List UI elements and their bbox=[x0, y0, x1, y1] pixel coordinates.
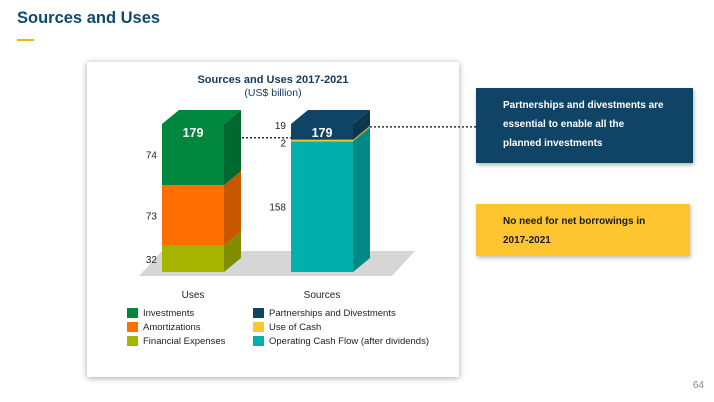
partnerships-callout: Partnerships and divestments are essenti… bbox=[476, 88, 693, 163]
legend-label: Operating Cash Flow (after dividends) bbox=[269, 336, 429, 347]
segment-label-uses: 74 bbox=[146, 151, 158, 162]
total-label-uses: 179 bbox=[183, 126, 204, 140]
legend-swatch bbox=[127, 308, 138, 318]
bar-segment-operating-cash-flow-after-dividends bbox=[291, 141, 353, 272]
bar-side-operating-cash-flow-after-dividends bbox=[353, 127, 370, 272]
stacked-bar-chart: Uses Sources 179 179 32 73 74 158 2 19 bbox=[139, 110, 415, 301]
legend-label: Amortizations bbox=[143, 322, 201, 333]
page-title: Sources and Uses bbox=[17, 9, 161, 27]
bar-segment-use-of-cash bbox=[291, 139, 353, 142]
bar-top-uses bbox=[162, 110, 241, 124]
callout-line: essential to enable all the bbox=[503, 119, 625, 130]
title-accent-bar bbox=[17, 39, 34, 41]
category-label-uses: Uses bbox=[182, 290, 205, 301]
bar-segment-amortizations bbox=[162, 185, 224, 246]
chart-card: Uses Sources 179 179 32 73 74 158 2 19 Sources an… bbox=[87, 62, 459, 377]
borrowings-callout: No need for net borrowings in 2017-2021 bbox=[476, 204, 690, 256]
callout-line: Partnerships and divestments are bbox=[503, 100, 664, 111]
legend-swatch bbox=[253, 336, 264, 346]
segment-label-sources: 2 bbox=[280, 139, 286, 150]
bar-top-sources bbox=[291, 110, 370, 124]
bar-segment-partnerships-and-divestments bbox=[291, 124, 353, 140]
chart-title: Sources and Uses 2017-2021 bbox=[197, 74, 349, 86]
segment-label-sources: 19 bbox=[275, 121, 287, 132]
legend-swatch bbox=[253, 308, 264, 318]
bar-segment-financial-expenses bbox=[162, 245, 224, 272]
legend-swatch bbox=[127, 322, 138, 332]
legend-label: Financial Expenses bbox=[143, 336, 226, 347]
bar-segment-investments bbox=[162, 124, 224, 186]
bar-side-investments bbox=[224, 110, 241, 186]
callout-line: No need for net borrowings in bbox=[503, 216, 646, 227]
legend-swatch bbox=[127, 336, 138, 346]
bar-side-use-of-cash bbox=[353, 125, 370, 142]
callout-line: 2017-2021 bbox=[503, 235, 551, 246]
callout-line: planned investments bbox=[503, 138, 603, 149]
segment-label-uses: 32 bbox=[146, 255, 158, 266]
bar-side-financial-expenses bbox=[224, 231, 241, 272]
legend-label: Investments bbox=[143, 308, 195, 319]
category-label-sources: Sources bbox=[304, 290, 341, 301]
bar-side-amortizations bbox=[224, 171, 241, 246]
segment-label-uses: 73 bbox=[146, 211, 158, 222]
total-label-sources: 179 bbox=[312, 126, 333, 140]
legend-label: Use of Cash bbox=[269, 322, 322, 333]
chart-subtitle: (US$ billion) bbox=[244, 87, 302, 99]
legend-swatch bbox=[253, 322, 264, 332]
segment-label-sources: 158 bbox=[269, 203, 286, 214]
page-number: 64 bbox=[692, 380, 704, 391]
bar-side-partnerships-and-divestments bbox=[353, 110, 370, 140]
legend-label: Partnerships and Divestments bbox=[269, 308, 396, 319]
